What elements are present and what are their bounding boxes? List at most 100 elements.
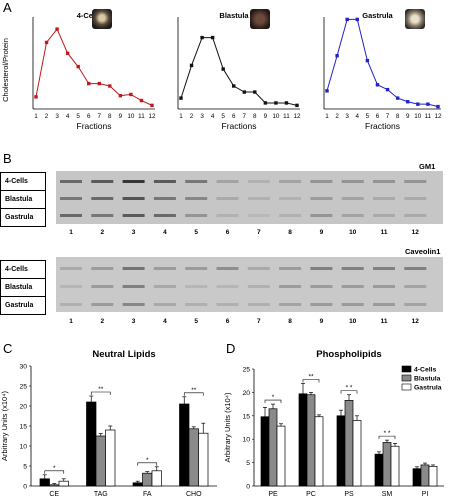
gm1-band [247, 214, 270, 217]
category-label: PI [422, 491, 429, 498]
lane-number: 3 [131, 229, 136, 236]
lane-number: 7 [256, 229, 261, 236]
lane-number: 3 [131, 318, 136, 325]
y-tick-label: 25 [242, 367, 250, 374]
panel-letter-c: C [3, 341, 13, 356]
bar [58, 480, 69, 487]
fraction-tick-label: 2 [335, 113, 339, 120]
fraction-tick-label: 7 [98, 113, 102, 120]
data-point [108, 84, 112, 88]
caveolin1-band [247, 303, 270, 306]
category-label: CHO [186, 491, 202, 498]
lane-number: 4 [163, 318, 167, 325]
caveolin1-band [122, 267, 145, 270]
bar [86, 401, 97, 487]
caveolin1-band [279, 267, 302, 270]
gm1-band [373, 197, 395, 200]
data-point [436, 104, 440, 109]
data-point [416, 102, 420, 106]
caveolin1-band [404, 285, 427, 288]
data-point [44, 40, 49, 45]
caveolin1-band [373, 285, 395, 288]
gm1-band [247, 197, 270, 200]
gm1-band [185, 180, 208, 183]
gm1-band [404, 180, 427, 183]
lane-number: 6 [225, 318, 230, 325]
fraction-tick-label: 7 [386, 113, 390, 120]
bar [306, 394, 316, 487]
legend-swatch [401, 383, 412, 391]
data-point [221, 67, 225, 71]
caveolin1-band [373, 303, 395, 306]
caveolin1-band [185, 285, 208, 288]
data-point [274, 101, 278, 105]
data-point [76, 64, 80, 69]
data-point [189, 63, 194, 68]
fraction-tick-label: 12 [434, 113, 442, 120]
fraction-tick-label: 8 [396, 113, 400, 120]
bar [39, 478, 50, 487]
data-point [406, 100, 410, 104]
fraction-tick-label: 11 [283, 113, 290, 120]
bar [420, 464, 430, 487]
caveolin1-band [279, 285, 302, 288]
caveolin1-band [185, 267, 208, 270]
caveolin1-band [216, 285, 239, 288]
series-line-2 [326, 18, 439, 108]
y-tick-label: 25 [19, 384, 27, 391]
data-point [295, 103, 299, 108]
gm1-band [247, 180, 270, 183]
bar [198, 432, 209, 487]
lane-number: 6 [225, 229, 230, 236]
gm1-band [216, 180, 239, 183]
bar [276, 425, 286, 487]
caveolin1-band [60, 303, 82, 306]
gm1-band [216, 197, 239, 200]
category-label: FA [143, 491, 152, 498]
gm1-band [341, 214, 364, 217]
gm1-band [404, 214, 427, 217]
bar [260, 416, 270, 487]
fraction-tick-label: 2 [45, 113, 49, 120]
caveolin1-band [91, 285, 114, 288]
lane-number: 9 [319, 318, 324, 325]
lane-number: 12 [411, 318, 419, 325]
panel-letter-a: A [3, 0, 12, 15]
lane-number: 11 [380, 229, 388, 236]
data-point [426, 102, 430, 106]
caveolin1-band [310, 285, 333, 288]
data-point [150, 103, 154, 108]
phospholipids-y-label: Arbitrary Units (x10⁴) [223, 392, 232, 462]
category-label: CE [49, 491, 59, 498]
data-point [365, 58, 370, 63]
gm1-row-label-blastula: Blastula [0, 190, 46, 209]
gm1-band [122, 180, 145, 183]
lane-number: 7 [256, 318, 261, 325]
blastula-embryo-image [250, 9, 270, 29]
fraction-tick-label: 4 [356, 113, 360, 120]
data-point [129, 92, 133, 97]
blot-title-gm1: GM1 [419, 162, 436, 171]
gm1-band [310, 180, 333, 183]
bar [132, 482, 143, 487]
fraction-tick-label: 11 [138, 113, 145, 120]
gm1-band [341, 180, 364, 183]
fraction-tick-label: 2 [190, 113, 194, 120]
blot-title-caveolin1: Caveolin1 [405, 247, 441, 256]
fraction-tick-label: 6 [87, 113, 91, 120]
fraction-tick-label: 12 [148, 113, 156, 120]
gm1-band [310, 214, 333, 217]
data-point [87, 81, 91, 86]
bar [382, 442, 392, 487]
fraction-tick-label: 5 [366, 113, 370, 120]
caveolin1-band [310, 267, 333, 270]
data-point [355, 17, 359, 22]
fraction-tick-label: 6 [232, 113, 236, 120]
fraction-tick-label: 4 [211, 113, 215, 120]
data-point [118, 93, 123, 98]
lane-number: 12 [411, 229, 419, 236]
bar [336, 415, 346, 487]
caveolin1-blot-image [56, 257, 443, 312]
caveolin1-band [185, 303, 208, 306]
